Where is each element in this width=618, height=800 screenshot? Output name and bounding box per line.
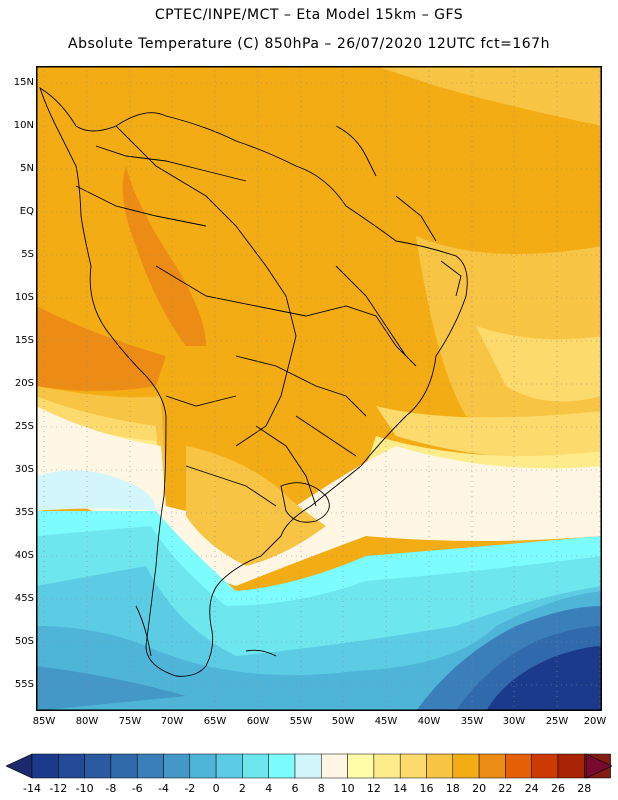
lon-label: 60W [246,716,270,727]
band-14 [476,326,602,402]
colorbar-label: -8 [105,782,117,795]
colorbar-label: 28 [577,782,592,795]
lon-label: 65W [203,716,227,727]
colorbar-cell [557,753,585,779]
andes-band [122,166,206,346]
colorbar-cell [373,753,401,779]
colorbar-label: 8 [317,782,325,795]
colorbar-label: 6 [291,782,299,795]
lat-label: 25S [14,421,34,432]
lon-label: 45W [374,716,398,727]
colorbar-cell [505,753,532,779]
colorbar-label: 0 [212,782,220,795]
band-neg6-w [36,666,186,711]
colorbar-label: -2 [184,782,196,795]
lat-label: 30S [14,464,34,475]
colorbar-label: 14 [393,782,408,795]
colorbar-cell [163,753,191,779]
lat-label: 20S [14,378,34,389]
colorbar-cell [531,753,559,779]
colorbar-cell [189,753,217,779]
colorbar-low-arrow [6,753,33,779]
lon-label: 30W [502,716,526,727]
lat-label: 15N [13,77,34,88]
colorbar-cell [452,753,480,779]
lon-label: 40W [417,716,441,727]
colorbar-label: -12 [49,782,68,795]
lon-label: 70W [160,716,184,727]
lon-label: 35W [460,716,484,727]
lat-label: 45S [14,593,34,604]
lat-label: 5N [20,163,34,174]
colorbar-label: -10 [75,782,94,795]
colorbar-label: 12 [366,782,381,795]
lon-label: 85W [32,716,56,727]
band-north [376,66,602,126]
title-line-1: CPTEC/INPE/MCT – Eta Model 15km – GFS [154,7,464,23]
colorbar-cell [31,753,59,779]
lat-label: 10S [14,292,34,303]
temperature-map [36,66,602,711]
colorbar-cell [478,753,506,779]
colorbar-cell [294,753,322,779]
colorbar-cell [399,753,427,779]
colorbar-label: 20 [472,782,487,795]
colorbar-label: 24 [524,782,539,795]
colorbar-cell [321,753,348,779]
colorbar-label: 22 [498,782,513,795]
colorbar-cell [426,753,454,779]
lat-label: 55S [14,679,34,690]
colorbar [6,753,612,779]
colorbar-cell [268,753,296,779]
lon-label: 50W [331,716,355,727]
colorbar-cells [31,753,611,779]
colorbar-high-arrow [585,753,612,779]
colorbar-label: 26 [551,782,565,795]
lat-label: 10N [13,120,34,131]
lat-label: 50S [14,636,34,647]
colorbar-cell [58,753,85,779]
map-frame [36,66,602,711]
band-s-1 [376,406,602,459]
lat-label: EQ [19,206,34,217]
lat-label: 5S [21,249,34,260]
title-line-2: Absolute Temperature (C) 850hPa – 26/07/… [68,36,550,52]
colorbar-label: 4 [265,782,273,795]
land-warm [186,446,326,566]
colorbar-cell [242,753,269,779]
colorbar-cell [215,753,243,779]
lon-label: 25W [545,716,569,727]
band-4 [36,470,156,511]
pacific-band [36,306,166,391]
colorbar-label: -4 [158,782,169,795]
colorbar-label: 2 [238,782,246,795]
colorbar-label: -6 [131,782,143,795]
colorbar-label: 16 [419,782,434,795]
band-neg14 [486,646,602,711]
lon-label: 75W [118,716,142,727]
colorbar-cell [84,753,112,779]
lon-label: 55W [289,716,313,727]
colorbar-cell [110,753,138,779]
colorbar-label: 10 [340,782,355,795]
lon-label: 80W [75,716,99,727]
colorbar-label: 18 [445,782,460,795]
colorbar-label: -14 [23,782,41,795]
lat-label: 40S [14,550,34,561]
lat-label: 35S [14,507,34,518]
coastlines [39,86,468,677]
colorbar-cell [136,753,164,779]
colorbar-cell [347,753,375,779]
lat-label: 15S [14,335,34,346]
lon-label: 20W [583,716,607,727]
